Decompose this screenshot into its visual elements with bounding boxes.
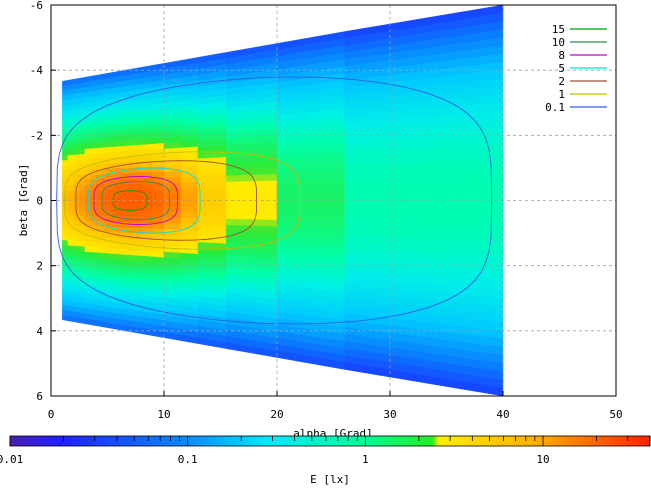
y-ticks: -6 -4 -2 0 2 4 6 — [30, 0, 56, 403]
colorbar-ticks: 0.01 0.1 1 10 — [0, 436, 651, 466]
heatmap-strip — [73, 77, 80, 324]
x-tick-label: 0 — [48, 408, 55, 421]
colorbar-label: E [lx] — [310, 473, 350, 486]
heatmap-strip — [180, 57, 199, 344]
heatmap-strip — [107, 72, 114, 329]
heatmap-strip — [276, 31, 345, 370]
heatmap-strip — [101, 73, 108, 328]
legend-label: 5 — [558, 62, 565, 75]
legend-label: 0.1 — [545, 101, 565, 114]
heatmap-strip — [197, 52, 227, 349]
y-tick-label: -2 — [30, 129, 43, 142]
x-tick-label: 30 — [383, 408, 396, 421]
gridlines — [51, 5, 616, 396]
y-axis-label: beta [Grad] — [17, 164, 30, 237]
heatmap-strip — [62, 79, 69, 322]
contour-5 — [87, 167, 201, 234]
heatmap-strip — [152, 63, 165, 338]
legend-label: 8 — [558, 49, 565, 62]
heatmap-strip — [225, 43, 278, 358]
heatmap-strip — [79, 76, 86, 325]
x-tick-label: 20 — [270, 408, 283, 421]
x-tick-label: 10 — [157, 408, 170, 421]
heatmap-strip — [95, 74, 103, 327]
colorbar-tick-label: 0.01 — [0, 453, 23, 466]
y-tick-label: 4 — [36, 325, 43, 338]
legend-label: 10 — [552, 36, 565, 49]
legend-label: 1 — [558, 88, 565, 101]
contour-10 — [101, 181, 171, 220]
heatmap-strip — [344, 4, 504, 397]
y-tick-label: 6 — [36, 390, 43, 403]
y-tick-label: -6 — [30, 0, 43, 12]
legend-label: 15 — [552, 23, 565, 36]
colorbar-tick-label: 0.1 — [178, 453, 198, 466]
colorbar-tick-label: 1 — [362, 453, 369, 466]
colorbar — [9, 435, 651, 447]
y-tick-label: 0 — [36, 195, 43, 208]
colorbar-tick-label: 10 — [536, 453, 549, 466]
x-tick-label: 50 — [609, 408, 622, 421]
x-tick-label: 40 — [496, 408, 509, 421]
x-ticks: 0 10 20 30 40 50 — [48, 391, 623, 421]
y-tick-label: 2 — [36, 260, 43, 273]
legend-label: 2 — [558, 75, 565, 88]
y-tick-label: -4 — [30, 64, 44, 77]
